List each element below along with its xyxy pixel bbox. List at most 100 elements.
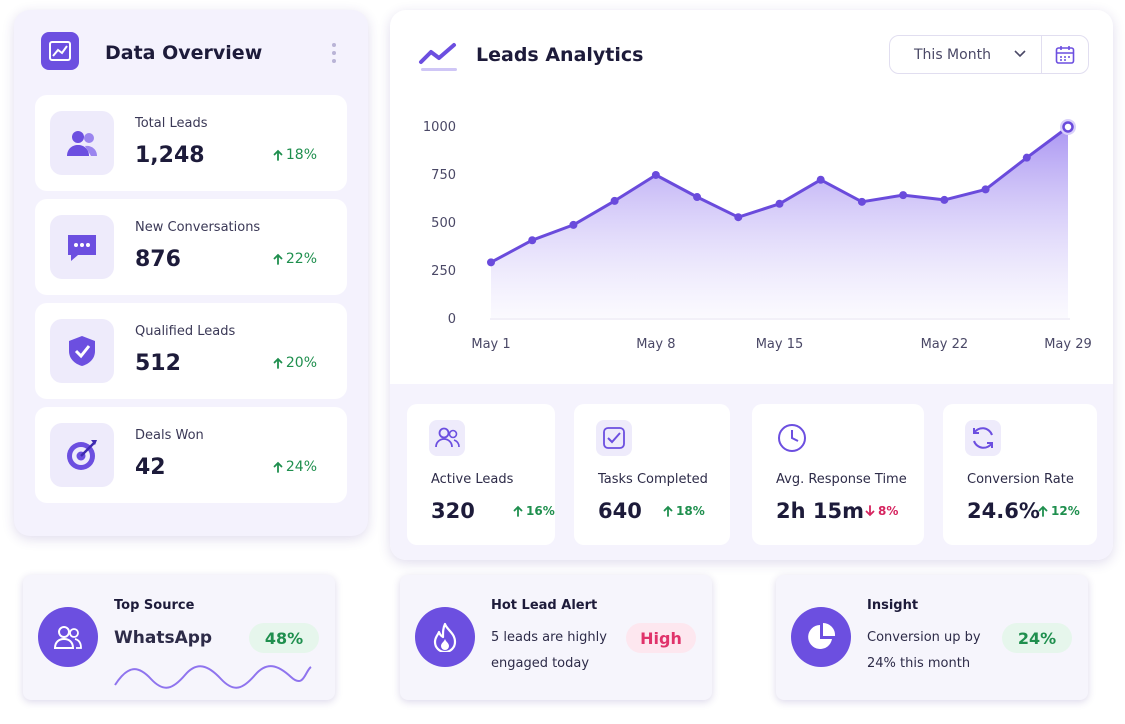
stat-card: New Conversations 876 22%	[35, 199, 347, 295]
change: 22%	[273, 251, 317, 267]
point	[734, 213, 743, 222]
info-card: Insight Conversion up by 24% this month 24…	[776, 575, 1088, 700]
card-icon	[38, 607, 98, 667]
card-badge: 48%	[249, 623, 319, 653]
kpi-label: Active Leads	[431, 472, 514, 487]
y-tick-label: 250	[431, 264, 456, 279]
point	[940, 195, 949, 204]
trend-arrow	[273, 253, 283, 265]
leads-chart: 0 250 500 750 1000 May 1 May 8 May 15 May 22 May …	[423, 118, 1092, 352]
kpi-value: 640	[598, 499, 642, 523]
point	[651, 170, 660, 179]
stat-label: Deals Won	[135, 428, 204, 443]
kpi-icon	[774, 420, 810, 460]
trend-arrow	[273, 461, 283, 473]
overview-panel: Data Overview Total Leads 1,248 18% New Con…	[14, 10, 368, 536]
trend-arrow	[663, 505, 673, 517]
x-tick-label: May 8	[636, 337, 675, 352]
stat-card: Qualified Leads 512 20%	[35, 303, 347, 399]
menu-button[interactable]	[330, 42, 338, 64]
change: 24%	[273, 459, 317, 475]
point	[857, 197, 866, 206]
trend-arrow	[273, 357, 283, 369]
y-tick-label: 750	[431, 168, 456, 183]
card-badge: High	[626, 623, 696, 653]
kpi-card: Active Leads 320 16%	[407, 404, 555, 545]
stat-value: 42	[135, 455, 166, 480]
change: 18%	[663, 504, 705, 518]
x-tick-label: May 29	[1044, 337, 1092, 352]
change-value: 20%	[285, 355, 317, 371]
change: 18%	[273, 147, 317, 163]
card-badge: 24%	[1002, 623, 1072, 653]
period-filter[interactable]: This Month	[889, 35, 1089, 74]
point	[693, 193, 702, 202]
change-value: 18%	[285, 147, 317, 163]
card-text: Conversion up by 24% this month	[867, 630, 981, 671]
point	[775, 199, 784, 208]
change: 12%	[1038, 504, 1080, 518]
x-tick-label: May 15	[756, 337, 804, 352]
card-title: Insight	[867, 598, 919, 613]
stat-label: Qualified Leads	[135, 324, 236, 339]
card-text: WhatsApp	[114, 628, 213, 648]
point	[1022, 153, 1031, 162]
overview-logo	[41, 32, 79, 70]
kpi-value: 24.6%	[967, 499, 1040, 523]
change: 8%	[865, 504, 898, 518]
trend-arrow	[513, 505, 523, 517]
stat-card: Total Leads 1,248 18%	[35, 95, 347, 191]
y-tick-label: 0	[448, 312, 456, 327]
point	[1062, 121, 1074, 133]
sparkline	[114, 665, 312, 689]
kpi-icon	[429, 420, 465, 460]
analytics-title: Leads Analytics	[476, 44, 644, 66]
card-icon	[791, 607, 851, 667]
point	[981, 185, 990, 194]
kpi-label: Tasks Completed	[598, 472, 708, 487]
info-card: Top Source WhatsApp 48%	[23, 575, 335, 700]
trend-arrow	[273, 149, 283, 161]
kpi-value: 2h 15m	[776, 499, 864, 523]
info-card: Hot Lead Alert 5 leads are highly engaged…	[400, 575, 712, 700]
kpi-value: 320	[431, 499, 475, 523]
stat-icon	[50, 111, 114, 175]
filter-separator	[1041, 36, 1042, 73]
change-value: 24%	[285, 459, 317, 475]
card-text: 5 leads are highly engaged today	[491, 630, 607, 671]
y-tick-label: 1000	[423, 120, 456, 135]
stat-icon	[50, 423, 114, 487]
change: 20%	[273, 355, 317, 371]
stat-label: Total Leads	[135, 116, 208, 131]
change-value: 16%	[526, 504, 555, 518]
x-tick-label: May 1	[471, 337, 510, 352]
analytics-panel: Leads Analytics This Month 0 250 500 750 100…	[390, 10, 1113, 560]
kpi-label: Avg. Response Time	[776, 472, 907, 487]
stat-label: New Conversations	[135, 220, 261, 235]
change: 16%	[513, 504, 555, 518]
stat-icon	[50, 319, 114, 383]
overview-title: Data Overview	[105, 42, 263, 64]
change-value: 12%	[1051, 504, 1080, 518]
change-value: 18%	[676, 504, 705, 518]
analytics-logo	[419, 43, 457, 71]
dropdown-arrow	[1014, 50, 1026, 58]
point	[487, 258, 495, 267]
stat-icon	[50, 215, 114, 279]
area	[491, 127, 1068, 318]
trend-arrow	[865, 505, 875, 517]
point	[899, 191, 908, 200]
kpi-card: Avg. Response Time 2h 15m 8%	[752, 404, 924, 545]
change-value: 22%	[285, 251, 317, 267]
y-tick-label: 500	[431, 216, 456, 231]
change-value: 8%	[878, 504, 899, 518]
point	[610, 196, 619, 205]
stat-value: 1,248	[135, 143, 205, 168]
kpi-icon	[965, 420, 1001, 460]
point	[816, 175, 825, 184]
filter-label: This Month	[914, 47, 991, 63]
kpi-label: Conversion Rate	[967, 472, 1074, 487]
kpi-icon	[596, 420, 632, 460]
calendar-button[interactable]	[1055, 45, 1075, 65]
